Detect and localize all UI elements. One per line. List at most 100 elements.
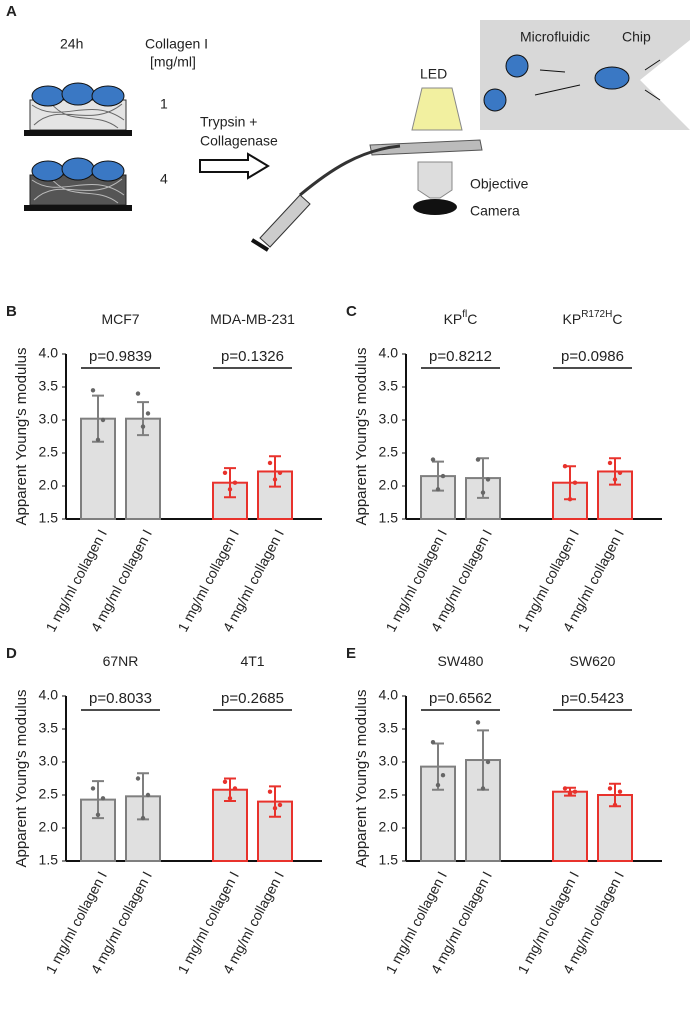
- p-value: p=0.5423: [561, 690, 624, 707]
- group-title: SW480: [438, 653, 484, 669]
- time-label: 24h: [60, 36, 83, 52]
- group-name: 67NR: [103, 653, 139, 669]
- data-point: [617, 470, 623, 475]
- data-point: [485, 477, 491, 482]
- treatment: Trypsin +: [200, 114, 257, 130]
- y-tick-label: 3.5: [379, 378, 399, 394]
- data-point: [567, 497, 573, 502]
- chip: [480, 20, 690, 130]
- data-point: [272, 806, 278, 811]
- data-point: [277, 802, 283, 808]
- y-tick-label: 3.5: [379, 720, 399, 736]
- cell: [594, 66, 630, 90]
- error-bar: [224, 467, 236, 499]
- objective-lens: [417, 161, 453, 199]
- data-point: [485, 759, 491, 765]
- data-point: [90, 786, 96, 791]
- cell: [61, 157, 95, 181]
- y-tick-label: 1.5: [39, 510, 59, 526]
- collagen-unit: [mg/ml]: [150, 54, 196, 70]
- group-title: 67NR: [103, 653, 139, 669]
- fibers: [31, 176, 125, 204]
- group-title: KPflC: [444, 309, 478, 327]
- data-point: [567, 791, 573, 796]
- group-title: MDA-MB-231: [210, 311, 295, 327]
- bar: [420, 475, 456, 521]
- data-point: [100, 417, 106, 423]
- group-name: SW620: [570, 653, 616, 669]
- p-value: p=0.1326: [221, 348, 284, 365]
- data-point: [90, 388, 96, 393]
- cell: [505, 54, 529, 78]
- p-value: p=0.2685: [221, 690, 284, 707]
- data-point: [430, 457, 436, 462]
- group-title: SW620: [570, 653, 616, 669]
- y-axis-label: Apparent Young's modulus: [13, 347, 30, 525]
- group-title: 4T1: [240, 653, 264, 669]
- y-tick-label: 4.0: [379, 345, 399, 361]
- data-point: [435, 782, 441, 788]
- y-tick-label: 1.5: [39, 852, 59, 868]
- base: [24, 130, 132, 136]
- data-point: [440, 473, 446, 479]
- group-title: KPR172HC: [563, 309, 623, 327]
- camera: [413, 199, 457, 215]
- data-point: [140, 424, 146, 429]
- group-name: KP: [563, 311, 582, 327]
- y-axis-label: Apparent Young's modulus: [13, 689, 30, 867]
- y-axis-label: Apparent Young's modulus: [353, 689, 370, 867]
- y-tick-label: 4.0: [39, 345, 59, 361]
- data-point: [272, 477, 278, 482]
- error-bar: [269, 785, 281, 818]
- data-point: [562, 786, 568, 791]
- bar: [552, 790, 588, 863]
- y-tick-label: 3.0: [39, 753, 59, 769]
- data-point: [95, 812, 101, 817]
- data-point: [607, 786, 613, 791]
- data-point: [607, 460, 613, 466]
- panel-label: A: [6, 3, 17, 20]
- data-point: [480, 490, 486, 495]
- y-tick-label: 2.5: [39, 786, 59, 802]
- error-bar: [269, 455, 281, 488]
- y-tick-label: 1.5: [379, 852, 399, 868]
- y-tick-label: 4.0: [39, 687, 59, 703]
- data-point: [572, 789, 578, 794]
- cell: [483, 88, 507, 112]
- y-tick-label: 4.0: [379, 687, 399, 703]
- y-tick-label: 2.5: [379, 444, 399, 460]
- led-label: LED: [420, 66, 447, 82]
- data-point: [145, 792, 151, 798]
- y-tick-label: 2.5: [379, 786, 399, 802]
- group-name-sup: fl: [462, 309, 467, 320]
- camera-label: Camera: [470, 203, 520, 219]
- cell: [61, 82, 95, 106]
- p-value: p=0.0986: [561, 348, 624, 365]
- flow-arrows: [534, 59, 661, 101]
- base: [24, 205, 132, 211]
- group-title: MCF7: [101, 311, 139, 327]
- data-point: [562, 464, 568, 469]
- data-point: [222, 470, 228, 475]
- p-value: p=0.8212: [429, 348, 492, 365]
- data-point: [612, 477, 618, 482]
- error-bar: [137, 401, 149, 437]
- cell: [31, 85, 65, 107]
- panel-label: E: [346, 645, 356, 662]
- chip-label: Chip: [622, 29, 651, 45]
- data-point: [277, 470, 283, 475]
- data-point: [227, 796, 233, 801]
- y-axis-label: Apparent Young's modulus: [353, 347, 370, 525]
- data-point: [140, 815, 146, 821]
- conc-low: 1: [160, 96, 168, 112]
- group-name: MCF7: [101, 311, 139, 327]
- data-point: [135, 391, 141, 396]
- data-point: [612, 802, 618, 808]
- y-tick-label: 3.5: [39, 378, 59, 394]
- y-tick-label: 2.0: [39, 819, 59, 835]
- y-tick-label: 3.0: [379, 411, 399, 427]
- cell: [91, 160, 125, 182]
- data-point: [227, 487, 233, 492]
- data-point: [440, 773, 446, 778]
- panel-label: D: [6, 645, 17, 662]
